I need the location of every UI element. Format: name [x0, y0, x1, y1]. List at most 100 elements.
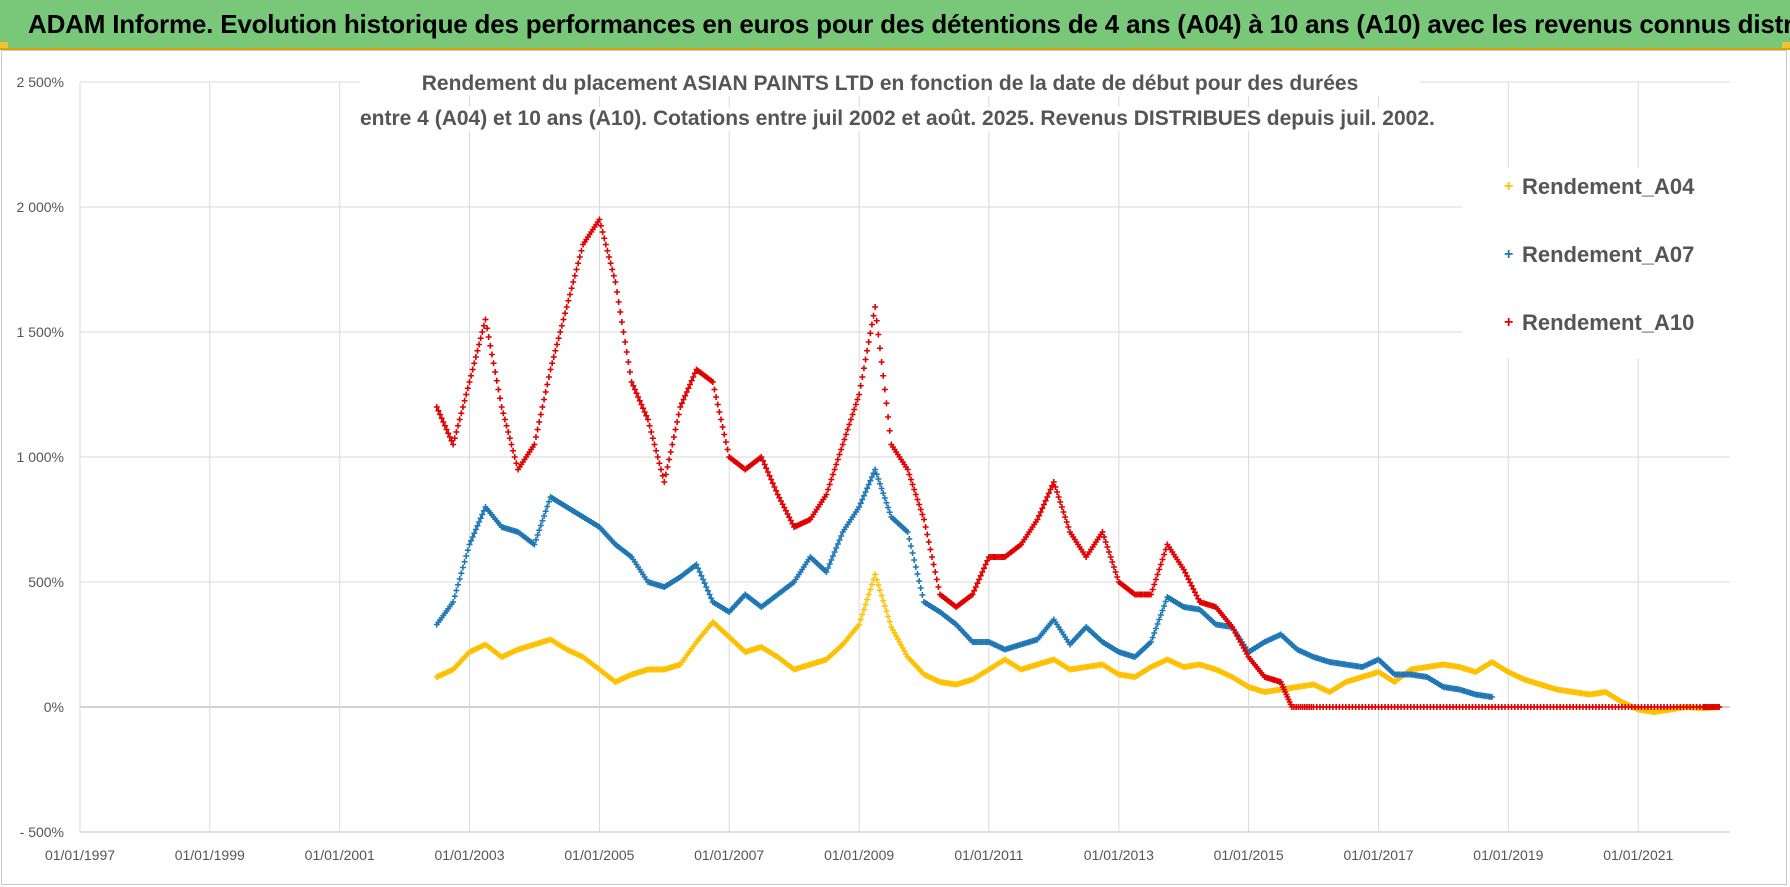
- data-point: [979, 569, 986, 575]
- data-point: [914, 496, 921, 503]
- data-point: [886, 509, 893, 516]
- data-point: [1110, 564, 1117, 570]
- data-point: [927, 546, 934, 553]
- data-point: [1107, 554, 1114, 560]
- chart-title-line-2: entre 4 (A04) et 10 ans (A10). Cotations…: [360, 107, 1435, 131]
- data-point: [974, 580, 981, 587]
- data-point: [680, 396, 687, 403]
- data-point: [825, 486, 832, 493]
- data-point: [468, 537, 475, 544]
- data-point: [977, 572, 984, 579]
- data-point: [878, 592, 885, 599]
- data-point: [873, 576, 880, 583]
- data-point: [774, 491, 781, 498]
- data-point: [930, 561, 937, 568]
- data-point: [716, 409, 723, 415]
- data-point: [704, 587, 711, 594]
- data-point: [844, 426, 851, 433]
- data-point: [532, 434, 539, 440]
- data-point: [545, 374, 552, 380]
- data-point: [558, 322, 565, 329]
- data-point: [718, 416, 725, 423]
- data-point: [476, 519, 483, 525]
- data-point: [565, 297, 572, 304]
- data-point: [836, 451, 843, 458]
- data-point: [1065, 524, 1072, 530]
- data-point: [1151, 630, 1158, 636]
- data-point: [446, 434, 453, 440]
- x-tick-label: 01/01/2005: [564, 847, 634, 863]
- data-point: [768, 476, 775, 483]
- data-point: [864, 596, 871, 603]
- data-point: [464, 385, 471, 392]
- data-point: [881, 603, 888, 609]
- data-point: [852, 401, 859, 408]
- data-point: [547, 366, 554, 373]
- data-point: [1151, 581, 1158, 588]
- data-point: [618, 319, 625, 325]
- data-point: [544, 381, 551, 388]
- data-point: [552, 347, 559, 354]
- data-point: [935, 584, 942, 590]
- data-point: [609, 266, 616, 273]
- data-point: [472, 354, 479, 360]
- data-point: [912, 491, 919, 498]
- data-point: [1191, 589, 1198, 596]
- data-point: [672, 426, 679, 433]
- data-point: [864, 485, 871, 492]
- data-point: [875, 331, 882, 338]
- data-point: [856, 621, 863, 628]
- x-tick-label: 01/01/2003: [434, 847, 504, 863]
- data-point: [433, 404, 440, 410]
- data-point: [868, 321, 875, 328]
- data-point: [451, 435, 458, 442]
- data-point: [542, 389, 549, 395]
- data-point: [537, 411, 544, 418]
- data-point: [455, 581, 462, 588]
- header-banner: ADAM Informe. Evolution historique des p…: [0, 0, 1790, 50]
- x-tick-label: 01/01/2017: [1344, 847, 1414, 863]
- data-point: [480, 322, 487, 329]
- data-point: [493, 377, 500, 384]
- data-point: [459, 564, 466, 571]
- chart-legend: + Rendement_A04 + Rendement_A07 + Rendem…: [1462, 168, 1732, 358]
- data-point: [885, 613, 892, 620]
- data-point: [646, 422, 653, 429]
- data-point: [1161, 603, 1168, 609]
- data-point: [456, 576, 463, 582]
- data-point: [534, 426, 541, 433]
- data-point: [870, 312, 877, 319]
- data-point: [1042, 497, 1049, 504]
- data-point: [501, 416, 508, 423]
- data-point: [758, 454, 765, 460]
- data-point: [870, 470, 877, 477]
- data-point: [777, 498, 784, 504]
- data-point: [769, 480, 776, 487]
- data-point: [578, 247, 585, 254]
- data-point: [911, 486, 918, 493]
- data-point: [873, 317, 880, 324]
- data-point: [971, 587, 978, 594]
- data-point: [876, 587, 883, 594]
- data-point: [838, 533, 845, 539]
- data-point: [662, 471, 669, 478]
- data-point: [469, 534, 476, 540]
- data-point: [706, 591, 713, 598]
- data-point: [700, 576, 707, 583]
- data-point: [638, 401, 645, 408]
- data-point: [841, 436, 848, 443]
- data-point: [862, 601, 869, 608]
- data-point: [485, 334, 492, 340]
- legend-label-a04: Rendement_A04: [1522, 174, 1695, 199]
- data-point: [685, 385, 692, 392]
- data-point: [513, 460, 520, 467]
- data-point: [1193, 592, 1200, 599]
- data-point: [881, 495, 888, 501]
- data-point: [829, 553, 836, 559]
- data-point: [1036, 512, 1043, 519]
- data-point: [463, 391, 470, 398]
- data-point: [922, 524, 929, 530]
- data-point: [476, 341, 483, 348]
- data-point: [880, 490, 887, 497]
- data-point: [972, 584, 979, 590]
